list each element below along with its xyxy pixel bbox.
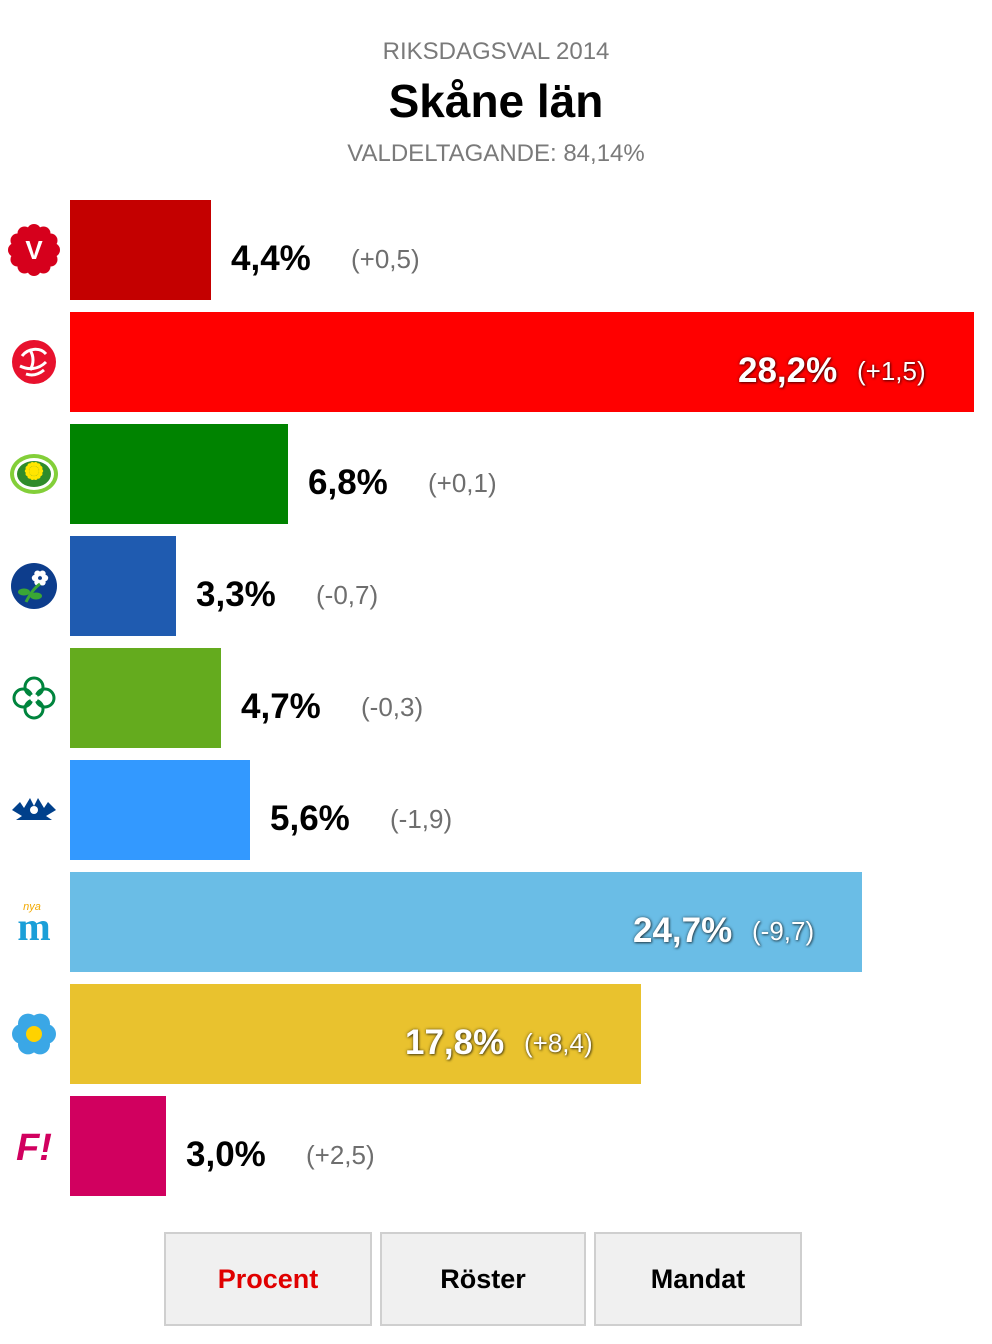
mp-dandelion-icon	[8, 448, 60, 500]
bar-fi	[70, 1096, 166, 1196]
party-row-kd: 3,3% (-0,7)	[0, 536, 992, 636]
change-label: (+8,4)	[524, 1028, 593, 1058]
tab-procent-label: Procent	[217, 1263, 319, 1294]
bar-s	[70, 312, 974, 412]
value-label: 3,0%	[186, 1135, 266, 1174]
svg-text:V: V	[25, 235, 43, 265]
tab-roster-label: Röster	[440, 1263, 526, 1294]
party-row-fi: F! 3,0% (+2,5)	[0, 1096, 992, 1196]
party-row-c: 4,7% (-0,3)	[0, 648, 992, 748]
bar-m	[70, 872, 862, 972]
turnout-label: VALDELTAGANDE:	[347, 140, 557, 167]
bar-kd	[70, 536, 176, 636]
change-label: (-1,9)	[390, 804, 453, 834]
party-row-sd: 17,8% (+8,4)	[0, 984, 992, 1084]
svg-text:F!: F!	[16, 1127, 52, 1169]
bar-fp	[70, 760, 250, 860]
value-label: 24,7%	[633, 911, 733, 950]
change-label: (+0,1)	[428, 468, 497, 498]
bar-c	[70, 648, 221, 748]
bar-mp	[70, 424, 288, 524]
svg-text:m: m	[17, 904, 50, 948]
change-label: (+0,5)	[351, 244, 420, 274]
bar-sd	[70, 984, 641, 1084]
party-row-v: V 4,4% (+0,5)	[0, 200, 992, 300]
change-label: (+2,5)	[306, 1140, 375, 1170]
party-row-mp: 6,8% (+0,1)	[0, 424, 992, 524]
tab-mandat[interactable]: Mandat	[594, 1232, 802, 1326]
chart-title: Skåne län	[388, 75, 604, 127]
svg-text:nya: nya	[23, 901, 41, 913]
change-label: (-0,7)	[316, 580, 379, 610]
change-label: (-0,3)	[361, 692, 424, 722]
tab-procent[interactable]: Procent	[164, 1232, 372, 1326]
kd-flower-icon	[8, 560, 60, 612]
value-label: 17,8%	[405, 1023, 505, 1062]
view-tabs: Procent Röster Mandat	[164, 1232, 804, 1328]
s-rose-icon	[8, 336, 60, 388]
turnout-line: VALDELTAGANDE: 84,14%	[0, 140, 992, 168]
value-label: 5,6%	[270, 799, 350, 838]
c-clover-icon	[8, 672, 60, 724]
v-rose-icon: V	[8, 224, 60, 276]
value-label: 4,4%	[231, 239, 311, 278]
fi-logo-icon: F!	[8, 1120, 60, 1172]
turnout-value: 84,14%	[563, 140, 645, 167]
bar-v	[70, 200, 211, 300]
sd-anemone-icon	[8, 1008, 60, 1060]
chart-supertitle: RIKSDAGSVAL 2014	[382, 38, 610, 65]
party-row-fp: 5,6% (-1,9)	[0, 760, 992, 860]
value-label: 3,3%	[196, 575, 276, 614]
party-bar-chart: V 4,4% (+0,5) 28,2% (+1,5) 6,8% (+0,1) 3,3% (-0,…	[0, 200, 992, 1224]
value-label: 6,8%	[308, 463, 388, 502]
tab-roster[interactable]: Röster	[380, 1232, 586, 1326]
change-label: (+1,5)	[857, 356, 926, 386]
tab-mandat-label: Mandat	[650, 1263, 746, 1294]
party-row-m: nya m 24,7% (-9,7)	[0, 872, 992, 972]
fp-cornflower-icon	[8, 784, 60, 836]
party-row-s: 28,2% (+1,5)	[0, 312, 992, 412]
value-label: 4,7%	[241, 687, 321, 726]
m-logo-icon: nya m	[8, 896, 60, 948]
value-label: 28,2%	[738, 351, 838, 390]
change-label: (-9,7)	[752, 916, 815, 946]
